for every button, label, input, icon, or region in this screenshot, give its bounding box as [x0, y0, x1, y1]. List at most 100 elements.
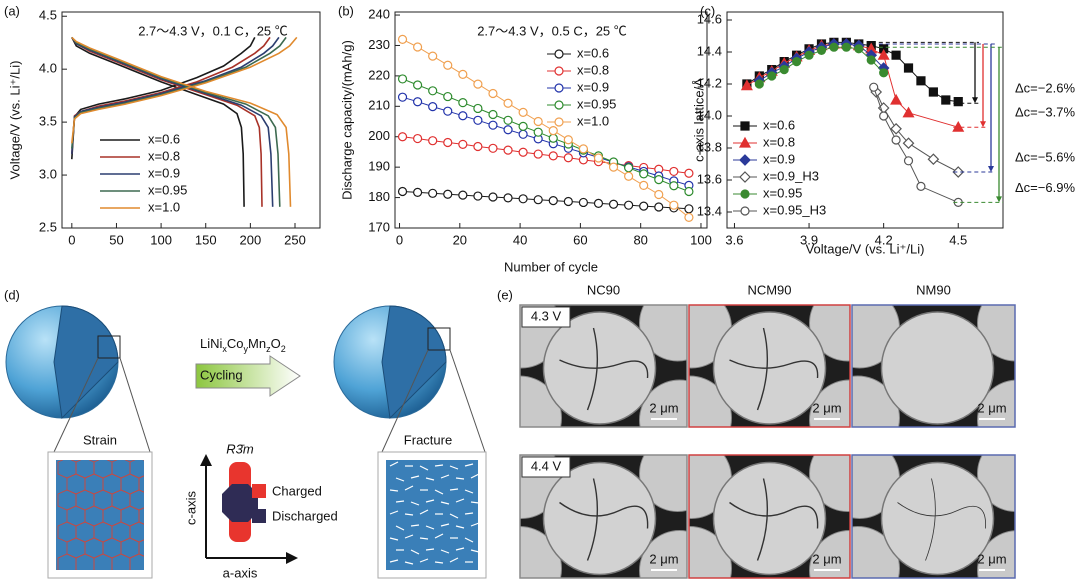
scale-bar-label: 2 μm — [812, 551, 841, 566]
crack — [425, 525, 435, 530]
marker — [927, 153, 940, 166]
legend-label: x=0.95 — [148, 182, 187, 197]
panel-label: (b) — [338, 3, 354, 18]
arrowhead — [200, 454, 212, 466]
y-tick-label: 13.4 — [697, 203, 722, 218]
crack — [449, 488, 459, 491]
marker — [891, 135, 901, 145]
marker — [953, 97, 963, 107]
annotation: 2.7～4.3 V，0.1 C，25 ℃ — [138, 23, 288, 38]
legend-marker — [554, 83, 564, 93]
crack — [425, 499, 435, 503]
marker — [902, 137, 915, 150]
panel-label: (e) — [497, 287, 513, 302]
x-axis-label: Voltage/V (vs. Li⁺/Li) — [806, 241, 925, 256]
marker — [578, 197, 589, 208]
crack — [410, 524, 420, 527]
marker — [869, 82, 879, 92]
marker — [779, 64, 789, 75]
legend-swatch — [252, 509, 266, 523]
marker — [578, 144, 589, 154]
series-line — [71, 37, 256, 207]
row-label: 4.4 V — [531, 458, 562, 473]
grain-boundary — [75, 553, 95, 570]
marker — [518, 107, 528, 117]
marker — [518, 121, 528, 131]
y-tick-label: 4.0 — [39, 61, 57, 76]
y-tick-label: 180 — [368, 189, 390, 204]
particle — [639, 379, 687, 427]
legend-marker — [740, 189, 750, 199]
crack — [449, 465, 459, 470]
legend-label: x=0.6 — [148, 131, 180, 146]
marker — [890, 93, 903, 105]
crack — [470, 549, 480, 553]
x-tick-label: 200 — [240, 232, 262, 247]
marker — [413, 133, 423, 144]
marker — [503, 145, 513, 155]
plot-frame — [394, 11, 708, 229]
marker — [503, 125, 513, 135]
crack — [455, 547, 465, 551]
marker — [533, 116, 543, 127]
annotation: 2.7～4.3 V，0.5 C，25 ℃ — [477, 23, 627, 38]
formula-part: x — [222, 344, 227, 354]
legend-marker — [554, 100, 564, 110]
crack — [455, 477, 465, 480]
x-tick-label: 250 — [284, 232, 306, 247]
particle — [977, 379, 1015, 427]
marker — [503, 98, 513, 108]
y-axis-label: Discharge capacity/(mAh/g) — [339, 40, 354, 200]
marker — [443, 91, 453, 102]
y-tick-label: 14.0 — [697, 107, 722, 122]
micrograph-border — [688, 304, 851, 428]
particle — [542, 461, 657, 576]
marker — [518, 147, 528, 157]
row-label: 4.3 V — [531, 308, 562, 323]
crack — [470, 522, 480, 527]
crack — [389, 510, 399, 515]
micrograph — [520, 305, 687, 427]
change-label: Δc=−6.9% — [1015, 180, 1075, 195]
x-tick-label: 60 — [573, 232, 587, 247]
crack — [729, 327, 819, 411]
crack — [425, 477, 435, 481]
marker — [639, 169, 649, 179]
marker — [684, 212, 694, 222]
crack — [404, 513, 414, 516]
grain-boundary — [93, 553, 113, 570]
grain-boundary — [111, 553, 131, 570]
caption: Strain — [83, 432, 117, 447]
marker — [428, 86, 438, 96]
marker — [473, 103, 483, 114]
crack — [404, 534, 414, 539]
crack — [464, 463, 474, 467]
crack — [464, 537, 474, 543]
y-tick-label: 210 — [368, 98, 390, 113]
legend-marker — [738, 136, 752, 148]
y-tick-label: 190 — [368, 159, 390, 174]
marker — [854, 44, 864, 54]
marker — [413, 97, 423, 107]
crack — [897, 478, 986, 561]
x-tick-label: 80 — [633, 232, 647, 247]
x-tick-label: 40 — [513, 232, 527, 247]
panel-label: (c) — [700, 3, 715, 18]
marker — [548, 151, 558, 161]
arrowhead — [286, 552, 298, 564]
panel-e: (e) NC90 NCM90 NM90 2 μm 4.3 V 2 μm 2 μm 2 μm 4.… — [497, 282, 1016, 579]
marker — [503, 115, 513, 125]
marker — [488, 143, 498, 153]
formula-part: Mn — [248, 336, 266, 351]
inset-strain — [56, 460, 144, 570]
arrowhead — [972, 97, 978, 104]
marker — [740, 79, 753, 91]
formula-part: O — [271, 336, 281, 351]
change-label: Δc=−2.6% — [1015, 81, 1075, 96]
marker — [503, 193, 513, 203]
legend-marker — [554, 117, 564, 127]
y-tick-label: 13.8 — [697, 139, 722, 154]
marker — [443, 60, 453, 70]
series-line — [873, 87, 959, 203]
